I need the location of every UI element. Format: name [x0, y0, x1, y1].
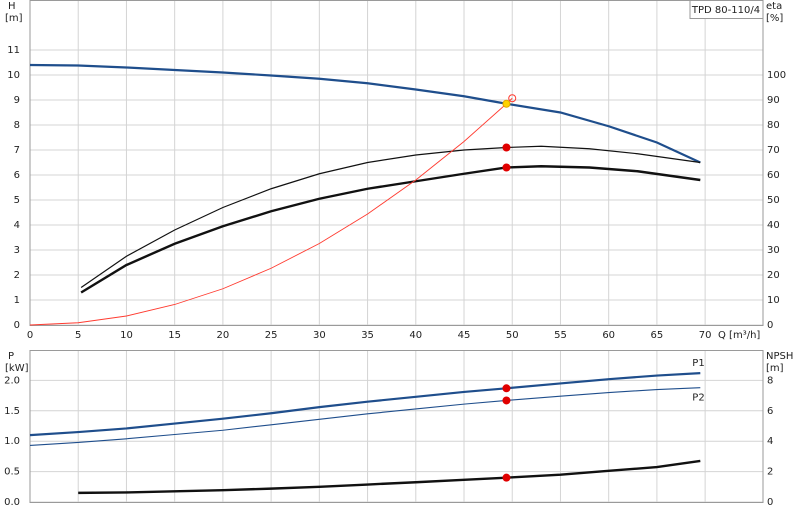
y2-tick-label: 0: [767, 320, 773, 331]
duty-point: [502, 473, 511, 482]
x-tick-label: 0: [27, 330, 33, 341]
x-tick-label: 25: [265, 330, 278, 341]
y-tick-label: 8: [14, 120, 20, 131]
title-box: [689, 0, 764, 19]
series-label: P1: [692, 358, 704, 369]
y-axis-unit: [m]: [5, 13, 23, 24]
duty-point: [502, 396, 511, 405]
x-tick-label: 35: [361, 330, 374, 341]
duty-point: [508, 94, 517, 103]
plot-frame: [29, 350, 764, 503]
curve: [29, 63, 701, 164]
x-tick-label: 70: [699, 330, 712, 341]
y2-tick-label: 80: [767, 120, 780, 131]
x-tick-label: 55: [554, 330, 567, 341]
series-label: P2: [692, 393, 704, 404]
y2-tick-label: 20: [767, 270, 780, 281]
y-tick-label: 0.0: [4, 497, 20, 508]
y-tick-label: 1.5: [4, 406, 20, 417]
y2-tick-label: 0: [767, 497, 773, 508]
curve: [80, 165, 701, 294]
duty-point: [502, 384, 511, 393]
y-tick-label: 7: [14, 145, 20, 156]
x-tick-label: 10: [120, 330, 133, 341]
y-tick-label: 0: [14, 320, 20, 331]
y-tick-label: 9: [14, 95, 20, 106]
x-tick-label: 30: [313, 330, 326, 341]
y-tick-label: 0.5: [4, 467, 20, 478]
duty-point: [502, 163, 511, 172]
duty-point: [502, 99, 511, 108]
x-tick-label: 5: [75, 330, 81, 341]
curve: [78, 459, 701, 495]
y2-tick-label: 40: [767, 220, 780, 231]
y-tick-label: 1.0: [4, 436, 20, 447]
curve: [29, 372, 701, 437]
x-tick-label: 45: [458, 330, 471, 341]
plot-frame: [29, 0, 764, 326]
y-tick-label: 6: [14, 170, 20, 181]
x-tick-label: 40: [409, 330, 422, 341]
x-tick-label: 50: [506, 330, 519, 341]
y-axis-unit: [kW]: [5, 363, 29, 374]
chart-title: TPD 80-110/4: [691, 5, 760, 16]
y-tick-label: 5: [14, 195, 20, 206]
y-tick-label: 2: [14, 270, 20, 281]
y2-tick-label: 8: [767, 375, 773, 386]
curve: [29, 387, 701, 447]
y-tick-label: 3: [14, 245, 20, 256]
y-tick-label: 2.0: [4, 375, 20, 386]
y2-axis-label: eta: [766, 1, 782, 12]
y2-tick-label: 90: [767, 95, 780, 106]
curve: [29, 97, 513, 326]
duty-point: [502, 143, 511, 152]
y-tick-label: 4: [14, 220, 20, 231]
x-tick-label: 15: [168, 330, 181, 341]
y2-tick-label: 100: [767, 70, 786, 81]
y2-tick-label: 50: [767, 195, 780, 206]
x-tick-label: 65: [651, 330, 664, 341]
y2-axis-unit: [%]: [766, 13, 783, 24]
curve: [80, 145, 701, 288]
y-tick-label: 10: [7, 70, 20, 81]
y-axis-label: H: [8, 1, 16, 12]
y-tick-label: 11: [7, 45, 20, 56]
y2-tick-label: 60: [767, 170, 780, 181]
x-tick-label: 20: [217, 330, 230, 341]
y2-tick-label: 10: [767, 295, 780, 306]
y2-tick-label: 2: [767, 467, 773, 478]
y2-axis-label: NPSH: [766, 351, 793, 362]
y-axis-label: P: [8, 351, 14, 362]
y-tick-label: 1: [14, 295, 20, 306]
y2-axis-unit: [m]: [766, 363, 784, 374]
y2-tick-label: 6: [767, 406, 773, 417]
y2-tick-label: 70: [767, 145, 780, 156]
x-axis-label: Q [m³/h]: [718, 330, 760, 341]
y2-tick-label: 4: [767, 436, 773, 447]
y2-tick-label: 30: [767, 245, 780, 256]
x-tick-label: 60: [602, 330, 615, 341]
